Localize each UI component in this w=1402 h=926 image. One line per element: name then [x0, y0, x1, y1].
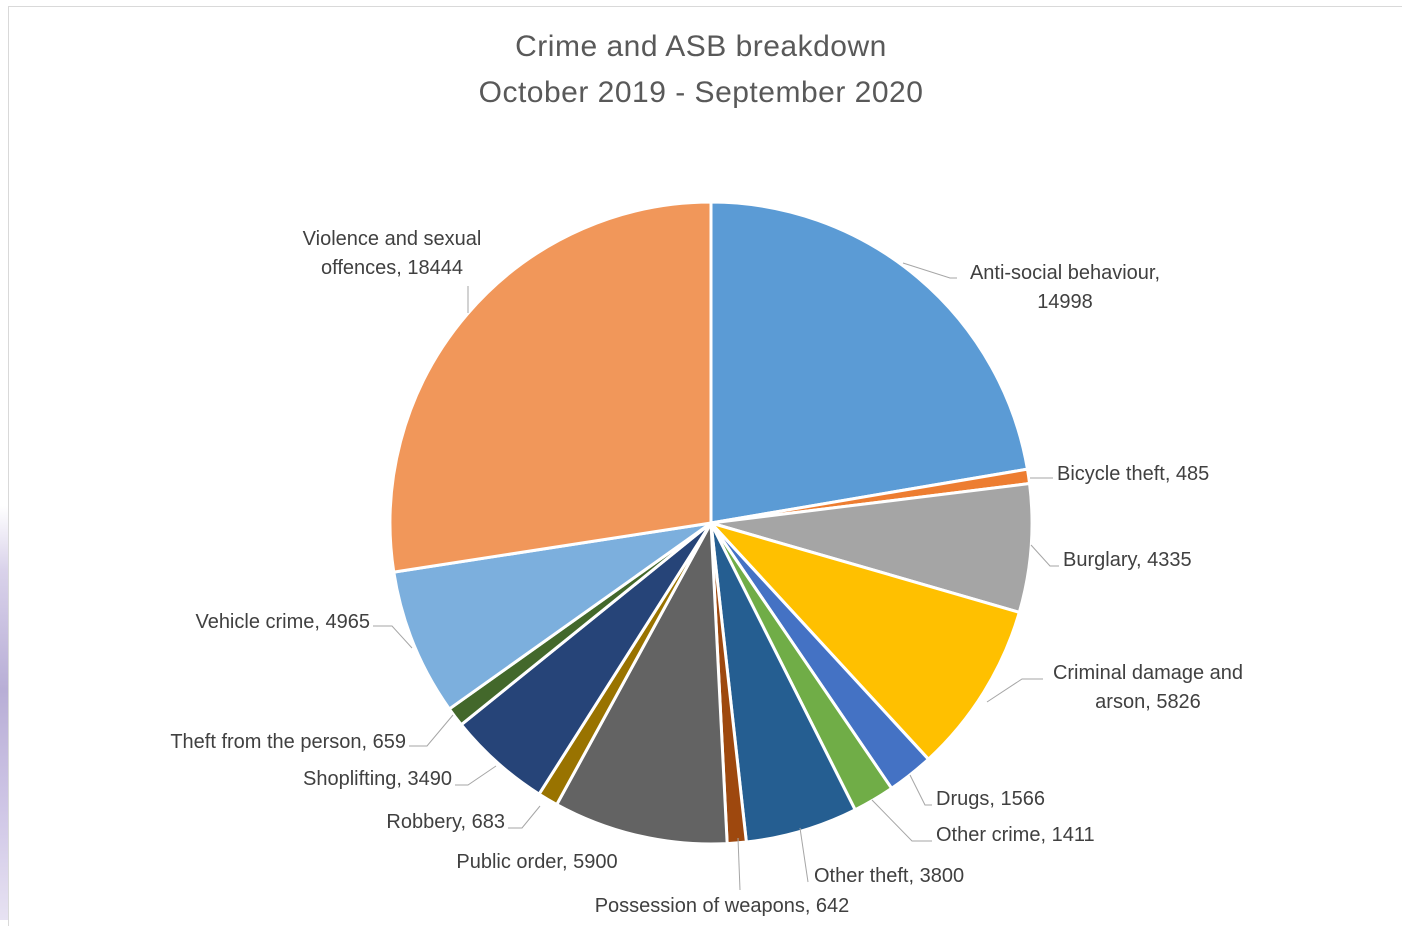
data-label-1: Anti-social behaviour, 14998	[970, 262, 1160, 313]
data-label-12: Theft from the person, 659	[170, 731, 406, 753]
data-label-11: Shoplifting, 3490	[303, 768, 452, 790]
pie-slice-3	[709, 482, 1034, 614]
pie-slice-14	[388, 200, 713, 574]
background-strip	[0, 0, 8, 920]
chart-title: Crime and ASB breakdown	[515, 30, 887, 63]
leader-line-8	[737, 837, 741, 891]
pie-slice-13	[392, 521, 713, 711]
data-label-13: Vehicle crime, 4965	[195, 611, 370, 633]
data-label-4: Criminal damage and arson, 5826	[1053, 662, 1243, 713]
pie-slice-4	[709, 521, 1021, 761]
leader-line-11	[455, 765, 497, 786]
leader-line-3	[1030, 544, 1059, 567]
data-label-10: Robbery, 683	[386, 811, 505, 833]
data-label-2: Bicycle theft, 485	[1057, 463, 1209, 485]
data-label-14: Violence and sexual offences, 18444	[303, 228, 482, 279]
leader-line-10	[508, 805, 541, 829]
data-label-5: Drugs, 1566	[936, 788, 1045, 810]
leader-line-12	[409, 714, 454, 747]
leader-line-5	[909, 774, 932, 806]
pie-slice-1	[709, 200, 1029, 525]
leader-line-7	[799, 827, 809, 883]
pie-slice-9	[555, 521, 729, 846]
data-label-8: Possession of weapons, 642	[595, 895, 850, 917]
leader-line-1	[902, 262, 957, 279]
data-label-6: Other crime, 1411	[936, 824, 1095, 846]
data-label-3: Burglary, 4335	[1063, 549, 1192, 571]
leader-line-4	[986, 678, 1043, 703]
data-label-7: Other theft, 3800	[814, 865, 964, 887]
leader-line-13	[373, 625, 413, 649]
chart-subtitle: October 2019 - September 2020	[478, 76, 924, 109]
data-label-9: Public order, 5900	[456, 851, 617, 873]
leader-line-6	[871, 799, 932, 842]
